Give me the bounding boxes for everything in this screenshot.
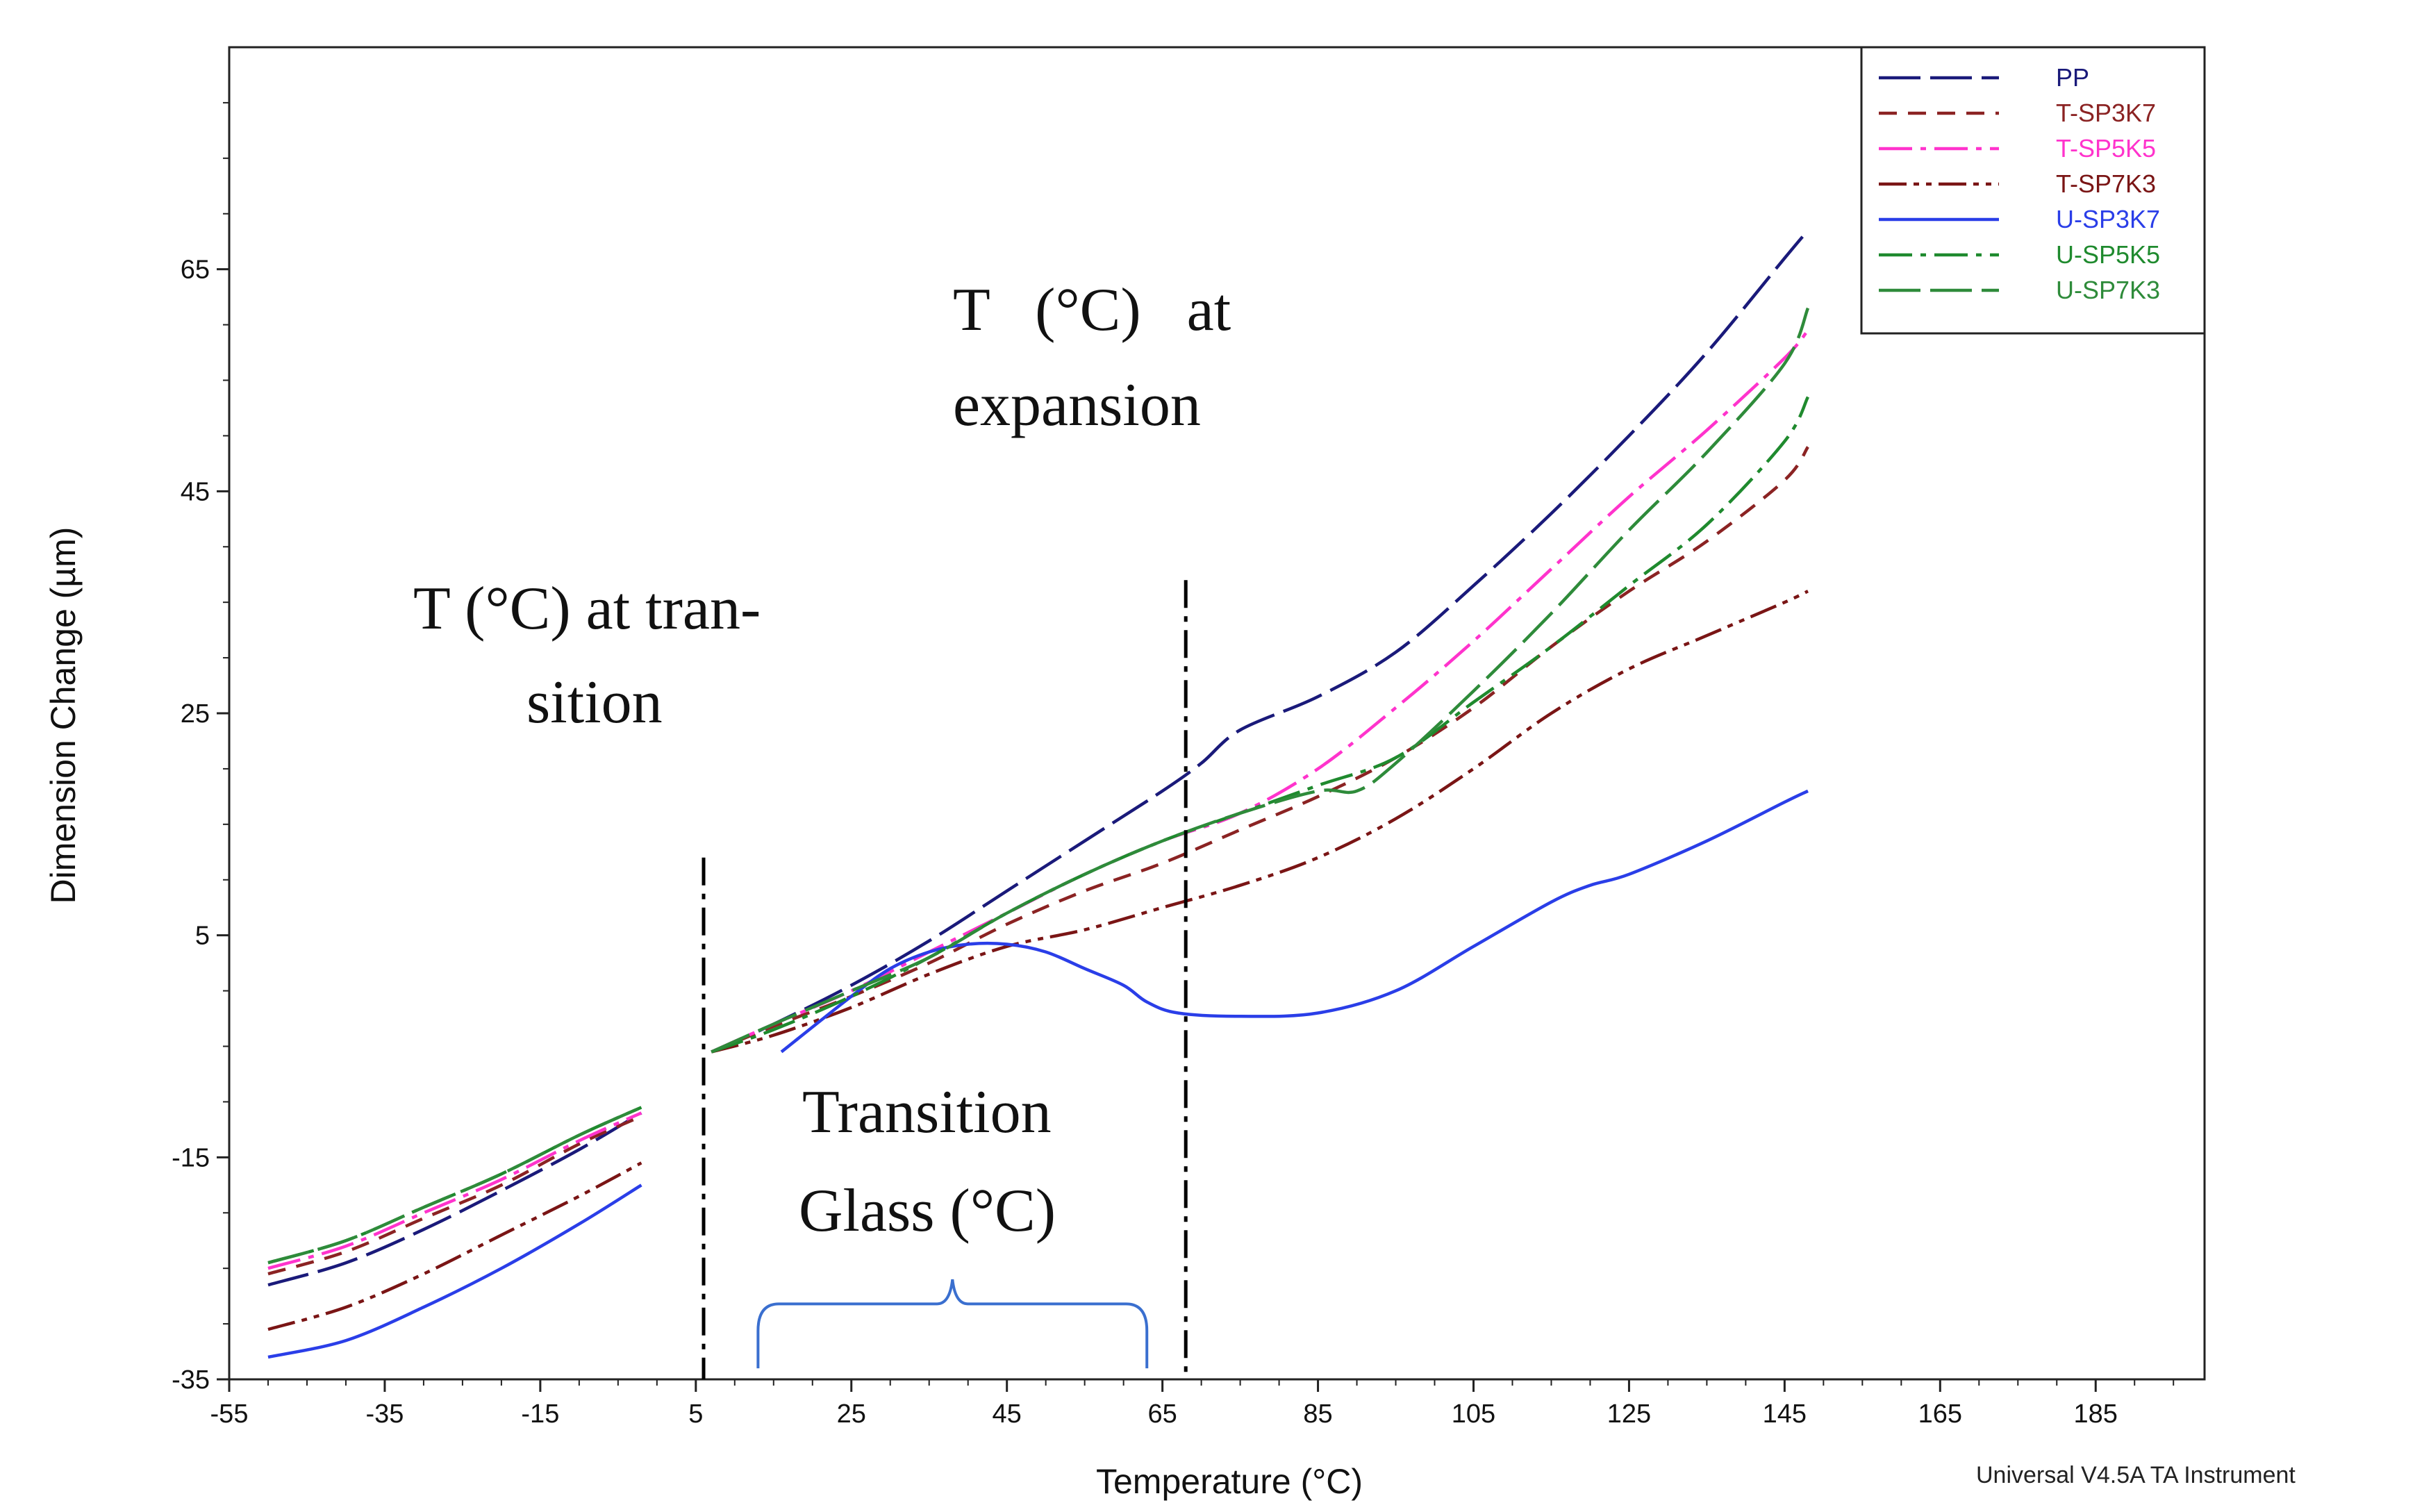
y-axis-ticks: -35 -15 5 25 45 65: [172, 256, 229, 1395]
x-axis-ticks: -55 -35 -15 5 25 45 65 85 105 125 145 165 185: [210, 1379, 2118, 1429]
series-group: [267, 229, 1810, 1359]
glass-transition-label-line1: Transition: [802, 1079, 1052, 1146]
series-line-t-sp5k5-segment-2: [711, 329, 1809, 1054]
x-axis-title: Temperature (°C): [1096, 1462, 1363, 1501]
series-line-pp-segment-1: [267, 1111, 642, 1287]
x-tick-label: 185: [2074, 1399, 2118, 1429]
legend-label-u-sp3k7: U-SP3K7: [2056, 205, 2160, 233]
software-footer: Universal V4.5A TA Instrument: [1976, 1462, 2296, 1488]
x-tick-label: 105: [1452, 1399, 1495, 1429]
transition-temp-label-line1: T (°C) at tran-: [413, 575, 761, 642]
y-tick-label: 65: [181, 256, 210, 285]
series-line-t-sp3k7-segment-1: [267, 1115, 642, 1276]
marker-lines: [702, 580, 1188, 1379]
series-line-u-sp3k7-segment-1: [267, 1183, 642, 1359]
series-line-t-sp7k3-segment-2: [711, 590, 1809, 1054]
y-axis-title: Dimension Change (µm): [44, 527, 83, 904]
x-tick-label: 5: [688, 1399, 703, 1429]
legend-label-t-sp7k3: T-SP7K3: [2056, 169, 2156, 198]
y-tick-label: -15: [172, 1143, 210, 1172]
legend-label-u-sp5k5: U-SP5K5: [2056, 240, 2160, 269]
x-tick-label: -15: [521, 1399, 559, 1429]
series-line-t-sp3k7-segment-2: [711, 446, 1809, 1054]
series-line-u-sp5k5-segment-2: [711, 396, 1810, 1054]
glass-transition-label-line2: Glass (°C): [799, 1177, 1056, 1245]
y-tick-label: -35: [172, 1365, 210, 1395]
series-line-pp-segment-2: [711, 229, 1809, 1054]
legend-box: [1860, 46, 2206, 335]
y-tick-label: 5: [195, 922, 210, 951]
transition-temp-label-line2: sition: [526, 669, 663, 736]
legend-label-pp: PP: [2056, 63, 2089, 92]
x-tick-label: 125: [1607, 1399, 1651, 1429]
series-line-t-sp5k5-segment-1: [267, 1111, 642, 1270]
series-line-u-sp7k3-segment-1: [267, 1106, 642, 1265]
minor-ticks: [223, 101, 2175, 1386]
x-tick-label: 25: [837, 1399, 866, 1429]
series-line-t-sp7k3-segment-1: [267, 1161, 642, 1331]
x-tick-label: 165: [1918, 1399, 1962, 1429]
y-tick-label: 25: [181, 699, 210, 729]
series-line-u-sp3k7-segment-2: [780, 789, 1809, 1054]
x-tick-label: 45: [993, 1399, 1022, 1429]
legend-label-t-sp5k5: T-SP5K5: [2056, 134, 2156, 163]
x-tick-label: 65: [1147, 1399, 1177, 1429]
legend: PP T-SP3K7 T-SP5K5 T-SP7K3 U-SP3K7 U-SP5K5 U-S…: [1860, 46, 2206, 335]
x-tick-label: -55: [210, 1399, 249, 1429]
expansion-temp-label-line1: T (°C) at: [953, 276, 1231, 344]
legend-label-t-sp3k7: T-SP3K7: [2056, 99, 2156, 127]
y-tick-label: 45: [181, 477, 210, 506]
legend-label-u-sp7k3: U-SP7K3: [2056, 276, 2160, 304]
expansion-temp-label-line2: expansion: [953, 372, 1201, 439]
x-tick-label: 85: [1303, 1399, 1332, 1429]
x-tick-label: 145: [1763, 1399, 1807, 1429]
x-tick-label: -35: [365, 1399, 404, 1429]
series-line-u-sp7k3-segment-2: [711, 307, 1810, 1054]
glass-transition-brace: [756, 1279, 1149, 1369]
